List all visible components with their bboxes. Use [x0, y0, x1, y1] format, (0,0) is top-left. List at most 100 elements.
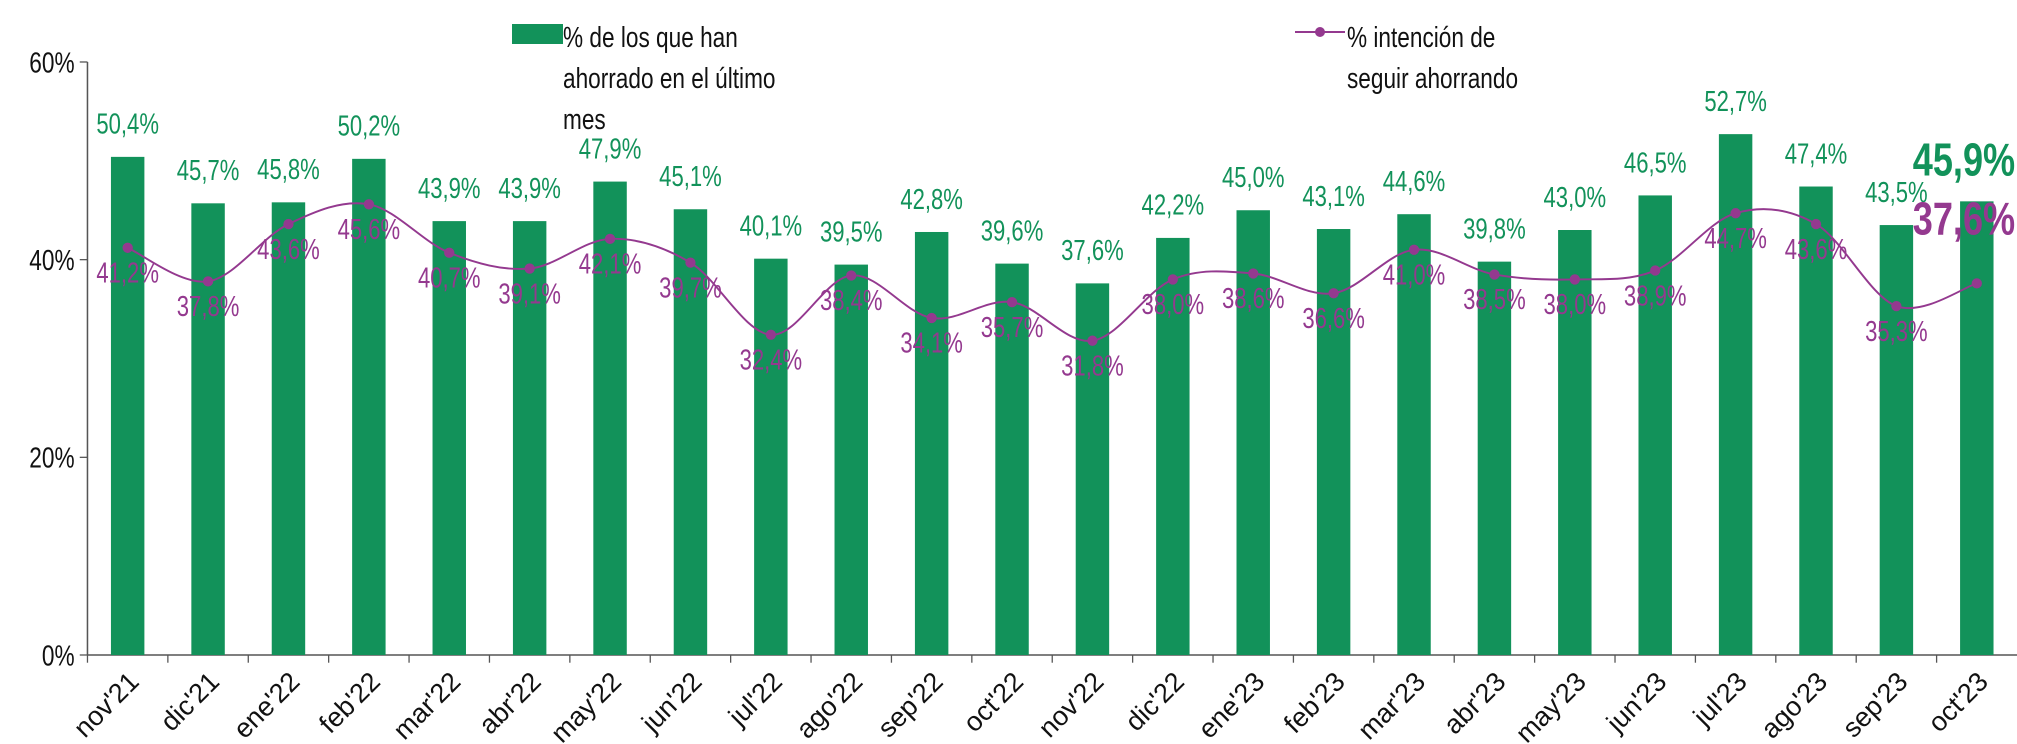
line-value-label: 43,6% — [1785, 234, 1848, 265]
line-value-label: 36,6% — [1302, 303, 1365, 334]
x-tick-label: may'22 — [545, 666, 627, 744]
bar-value-label: 46,5% — [1624, 148, 1687, 179]
line — [127, 202, 1978, 342]
line-point — [604, 233, 616, 245]
line-value-label: 39,1% — [498, 279, 561, 310]
bar-value-label: 45,0% — [1222, 163, 1285, 194]
line-value-label: 37,6% — [1913, 192, 2015, 244]
x-tick-label: may'23 — [1510, 666, 1592, 744]
bar — [1960, 201, 1994, 655]
legend-line: % intención de seguir ahorrando — [1293, 18, 1597, 100]
line-point — [202, 276, 214, 287]
line-point — [363, 199, 375, 210]
legend-swatch — [1295, 27, 1345, 37]
legend-dot — [1315, 27, 1325, 37]
bar-value-label: 50,4% — [96, 109, 159, 140]
x-tick-label: sep'23 — [1837, 666, 1914, 743]
x-tick-label: ago'22 — [790, 666, 868, 744]
bar-value-label: 43,5% — [1865, 177, 1928, 208]
x-tick-label: sep'22 — [872, 666, 949, 743]
bar — [673, 209, 708, 655]
line-value-label: 39,7% — [659, 273, 722, 304]
line-value-label: 40,7% — [418, 263, 481, 294]
x-tick-label: jul'23 — [1687, 666, 1753, 732]
line-value-label: 35,3% — [1865, 316, 1928, 347]
y-tick-label: 40% — [29, 246, 74, 277]
x-tick-label: abr'22 — [473, 666, 547, 740]
bar — [1799, 186, 1833, 655]
bar-value-label: 52,7% — [1704, 86, 1767, 117]
bar-value-label: 47,9% — [579, 134, 642, 165]
line-point — [1569, 274, 1580, 285]
line-point — [1891, 300, 1902, 312]
y-tick-label: 0% — [42, 641, 75, 672]
line-value-label: 38,0% — [1142, 290, 1205, 321]
bar-value-label: 45,7% — [177, 156, 240, 187]
bar-value-label: 39,8% — [1463, 214, 1526, 245]
bar — [1156, 237, 1190, 655]
line-value-label: 44,7% — [1704, 223, 1767, 254]
line-value-label: 38,6% — [1222, 284, 1285, 315]
bar-value-label: 44,6% — [1383, 167, 1446, 198]
x-tick-label: nov'21 — [68, 666, 145, 743]
bar — [754, 258, 788, 655]
x-tick-label: ago'23 — [1755, 666, 1833, 744]
line-value-label: 41,0% — [1383, 260, 1446, 291]
bar — [914, 231, 949, 655]
line-value-label: 35,7% — [981, 312, 1044, 343]
line-point — [846, 270, 857, 281]
x-tick-label: abr'23 — [1438, 666, 1512, 740]
bar — [1316, 229, 1351, 655]
y-tick-label: 20% — [29, 443, 74, 474]
line-point — [1489, 269, 1500, 280]
x-tick-label: jun'23 — [1600, 666, 1672, 738]
legend-swatch — [512, 24, 563, 44]
line-value-label: 32,4% — [740, 345, 803, 376]
x-tick-label: dic'22 — [1119, 666, 1190, 737]
bar — [593, 181, 627, 655]
bar-value-label: 37,6% — [1061, 236, 1124, 267]
bar-value-label: 45,9% — [1913, 133, 2015, 185]
x-tick-label: mar'23 — [1352, 666, 1431, 744]
bar-value-label: 42,2% — [1142, 190, 1205, 221]
bar-value-label: 50,2% — [338, 111, 401, 142]
x-tick-label: oct'22 — [958, 666, 1030, 738]
bar — [110, 156, 145, 655]
line-point — [1248, 268, 1259, 279]
line-point — [765, 329, 776, 340]
bar — [1397, 214, 1431, 655]
x-tick-label: jul'22 — [722, 666, 788, 732]
line-point — [283, 218, 294, 230]
bar-value-label: 47,4% — [1785, 139, 1848, 170]
line-point — [122, 242, 133, 253]
bar-value-label: 45,1% — [659, 162, 722, 193]
bar — [995, 263, 1029, 655]
line-value-label: 38,5% — [1463, 285, 1526, 316]
line-point — [1006, 297, 1018, 308]
line-point — [1167, 274, 1178, 285]
x-tick-label: ene'22 — [228, 666, 306, 744]
y-tick-label: 60% — [29, 48, 74, 79]
bar — [512, 221, 547, 655]
line-point — [1730, 208, 1741, 219]
bar-value-label: 42,8% — [900, 184, 963, 215]
bar — [1718, 134, 1753, 655]
bar — [834, 264, 868, 655]
line-point — [685, 257, 696, 268]
line-value-label: 38,4% — [820, 286, 883, 317]
legend-label: % intención de seguir ahorrando — [1347, 22, 1519, 95]
bar-value-label: 43,9% — [418, 173, 481, 204]
bar — [1558, 230, 1592, 655]
line-point — [1971, 278, 1982, 289]
line-value-label: 37,8% — [177, 292, 240, 323]
line-value-label: 38,9% — [1624, 281, 1687, 312]
x-tick-label: ene'23 — [1192, 666, 1270, 744]
bar — [1879, 225, 1914, 655]
bar — [1236, 210, 1270, 655]
bar-value-label: 45,8% — [257, 155, 320, 186]
line-value-label: 41,2% — [96, 258, 159, 289]
legend-bar: % de los que han ahorrado en el último m… — [512, 18, 893, 141]
bar — [352, 158, 386, 655]
line-point — [524, 263, 535, 274]
